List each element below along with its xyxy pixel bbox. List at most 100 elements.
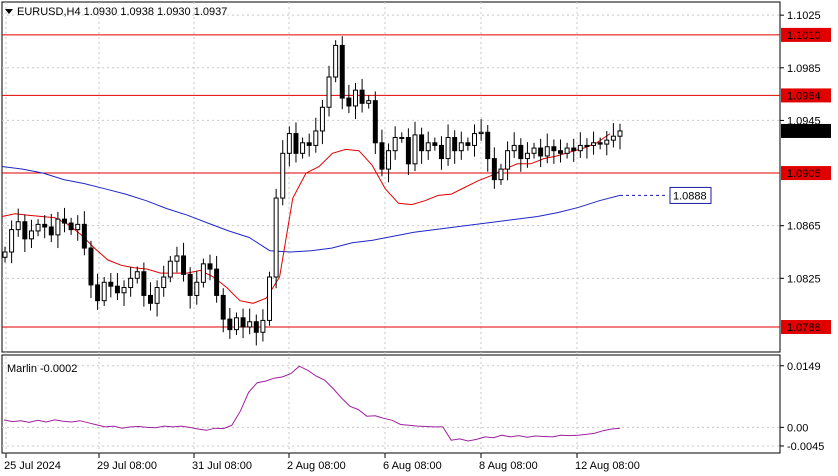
current-price-label: 1.0937: [787, 126, 821, 138]
candle-body: [558, 150, 563, 154]
candle-body: [42, 223, 48, 228]
time-tick-label: 31 Jul 08:00: [192, 460, 252, 472]
candle-body: [498, 168, 504, 181]
indicator-pane[interactable]: [1, 354, 781, 454]
price-tick-label: 1.1025: [787, 10, 821, 22]
candle-body: [518, 144, 524, 160]
candle-body: [280, 152, 286, 199]
candle-body: [121, 287, 127, 294]
price-tick-label: 1.0985: [787, 63, 821, 75]
candle-body: [538, 147, 544, 157]
candle-body: [333, 44, 339, 78]
candle-body: [154, 287, 160, 304]
candle-body: [214, 268, 220, 296]
projection-label: 1.0888: [673, 190, 707, 202]
candle-body: [114, 285, 120, 294]
candle-body: [319, 106, 325, 132]
candle-body: [591, 142, 597, 146]
candle-body: [293, 133, 299, 154]
candle-body: [505, 150, 511, 170]
level-badge: [781, 320, 831, 334]
projection: 1.0888: [620, 186, 712, 204]
candle-body: [167, 260, 173, 278]
candle-body: [48, 226, 54, 236]
price-tick-label: 1.0825: [787, 273, 821, 285]
candle-body: [571, 147, 577, 152]
candle-body: [267, 276, 272, 321]
candle-body: [300, 142, 306, 154]
marlin-line: [3, 365, 621, 442]
candle-body: [187, 273, 193, 296]
candle-body: [81, 223, 87, 249]
candle-body: [128, 277, 134, 289]
candle-body: [313, 130, 319, 146]
indicator-tick-label: 0.0149: [787, 361, 821, 373]
candle-body: [399, 137, 405, 140]
candle-body: [452, 137, 458, 152]
candle-body: [174, 255, 180, 262]
time-axis: 25 Jul 2024 29 Jul 08:00 31 Jul 08:00 2 Aug…: [4, 453, 640, 472]
candle-body: [366, 100, 372, 104]
candle-body: [392, 137, 398, 152]
candle-body: [597, 142, 603, 145]
moving-average-blue: [1, 166, 621, 253]
time-tick-label: 12 Aug 08:00: [575, 460, 640, 472]
candle-body: [68, 222, 74, 231]
candle-body: [491, 158, 497, 181]
candle-body: [181, 255, 187, 275]
level-badge: [781, 166, 831, 181]
candle-body: [141, 271, 147, 296]
candle-body: [465, 142, 471, 146]
candle-body: [353, 89, 358, 107]
candle-body: [425, 142, 431, 152]
candle-body: [62, 218, 67, 224]
candles: [2, 36, 623, 346]
candle-body: [478, 131, 484, 135]
marlin-line-path: [3, 365, 621, 442]
candle-body: [531, 147, 537, 154]
chart-title: EURUSD,H4 1.0930 1.0938 1.0930 1.0937: [17, 6, 227, 18]
candle-body: [260, 319, 266, 333]
candle-body: [306, 142, 312, 146]
level-label: 1.0964: [787, 90, 821, 102]
candle-body: [445, 137, 451, 160]
current-price-badge: [781, 123, 831, 138]
candle-body: [220, 294, 226, 320]
candle-body: [617, 130, 623, 137]
candle-body: [247, 321, 253, 328]
price-tick-label: 1.0865: [787, 221, 821, 233]
time-tick-label: 6 Aug 08:00: [383, 460, 442, 472]
candle-body: [95, 284, 101, 302]
candle-body: [75, 223, 81, 231]
indicator-axis: 0.0149 0.00 -0.0045: [780, 361, 824, 453]
candle-body: [458, 142, 464, 152]
horizontal-levels: 1.1010 1.0964 1.0905 1.0788: [2, 27, 831, 334]
candle-body: [15, 221, 21, 231]
candle-body: [372, 100, 378, 144]
candle-body: [194, 281, 200, 296]
level-badge: [781, 88, 831, 103]
dropdown-triangle-icon[interactable]: [5, 9, 13, 14]
candle-body: [346, 97, 352, 107]
candle-body: [405, 137, 411, 165]
candle-body: [432, 142, 438, 146]
candle-body: [610, 135, 616, 141]
indicator-tick-label: -0.0045: [787, 441, 824, 453]
candle-body: [564, 147, 570, 154]
price-pane[interactable]: [1, 1, 781, 353]
candle-body: [108, 281, 114, 287]
candle-body: [2, 251, 8, 258]
candle-body: [584, 144, 590, 147]
price-grid: [2, 2, 780, 453]
time-tick-label: 29 Jul 08:00: [97, 460, 157, 472]
candle-body: [438, 144, 444, 160]
candle-body: [604, 139, 610, 145]
candle-body: [551, 146, 557, 152]
candle-body: [524, 152, 530, 160]
level-label: 1.1010: [787, 30, 821, 42]
candle-body: [227, 318, 233, 331]
level-label: 1.0788: [787, 322, 821, 334]
candle-body: [485, 131, 491, 160]
